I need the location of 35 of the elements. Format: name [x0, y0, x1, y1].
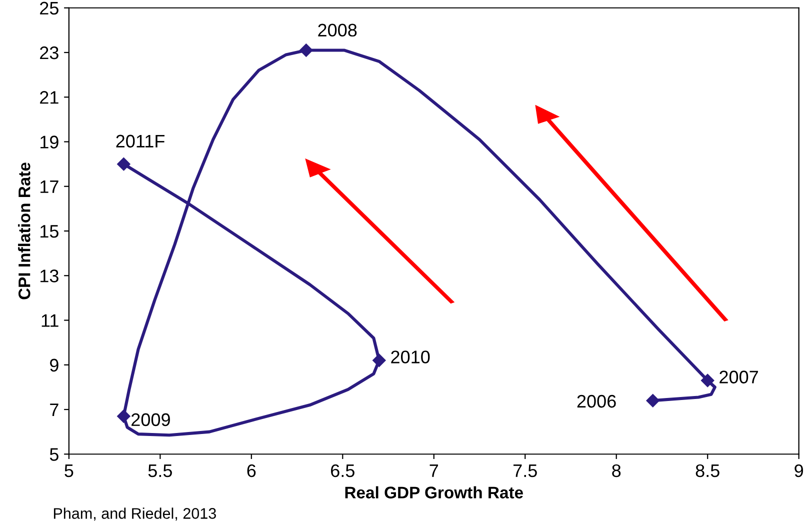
y-tick-label: 17 — [40, 180, 58, 193]
text: Pham, and Riedel, 2013 — [54, 508, 216, 521]
x-tick-label: 8.5 — [696, 464, 720, 478]
x-tick-label: 6 — [247, 464, 256, 478]
annotation: 2009 — [132, 413, 170, 426]
x-tick-label: 7.5 — [514, 464, 537, 478]
x-axis-title: Real GDP Growth Rate — [345, 486, 524, 498]
x-tick-label: 5.5 — [148, 464, 172, 478]
y-axis-title: CPI Inflation Rate — [18, 162, 30, 300]
y-tick-label: 9 — [50, 358, 58, 372]
x-tick-label: 9 — [794, 464, 803, 478]
y-tick-label: 15 — [40, 225, 58, 238]
annotation: 2008 — [318, 24, 357, 37]
point — [372, 354, 386, 367]
y-tick-label: 23 — [40, 46, 58, 60]
point — [300, 44, 313, 57]
annotation: 2010 — [391, 350, 430, 364]
y-tick-label: 7 — [50, 404, 58, 416]
x-tick-label: 7 — [430, 464, 438, 477]
x-tick-label: 6.5 — [331, 464, 354, 478]
point — [117, 157, 130, 171]
x-tick-label: 5 — [64, 464, 74, 478]
point — [701, 374, 714, 388]
y-tick-label: 5 — [50, 448, 58, 461]
y-tick-label: 11 — [42, 314, 58, 327]
point — [646, 394, 660, 408]
annotation: 2011F — [116, 134, 164, 148]
y-tick-label: 25 — [40, 2, 58, 15]
annotation: 2007 — [720, 370, 758, 384]
y-tick-label: 19 — [40, 136, 58, 148]
annotation: 2006 — [577, 394, 616, 408]
y-tick-label: 13 — [40, 270, 58, 282]
point — [117, 410, 130, 423]
x-tick-label: 8 — [612, 464, 621, 478]
y-tick-label: 21 — [40, 91, 58, 104]
